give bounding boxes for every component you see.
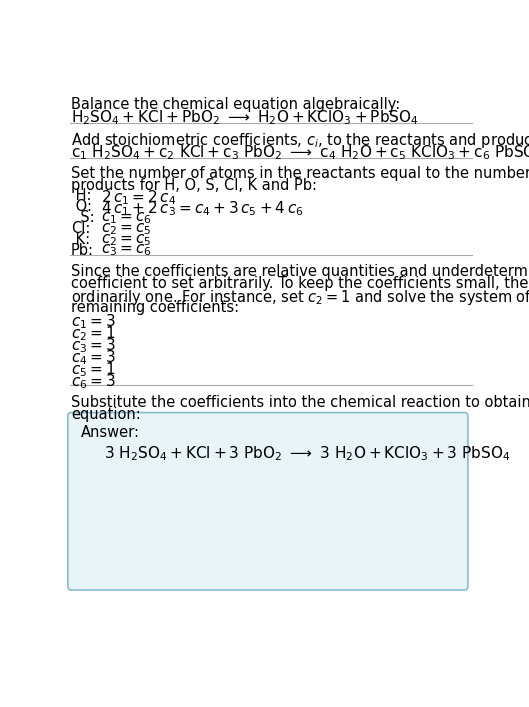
Text: $c_5 = 1$: $c_5 = 1$ xyxy=(71,361,116,379)
Text: $c_2 = 1$: $c_2 = 1$ xyxy=(71,325,116,343)
Text: $c_1 = c_6$: $c_1 = c_6$ xyxy=(101,210,152,226)
Text: S:: S: xyxy=(71,210,95,225)
Text: Set the number of atoms in the reactants equal to the number of atoms in the: Set the number of atoms in the reactants… xyxy=(71,167,529,182)
Text: $c_1 = 3$: $c_1 = 3$ xyxy=(71,312,116,331)
Text: K:: K: xyxy=(71,232,90,247)
Text: ordinarily one. For instance, set $c_2 = 1$ and solve the system of equations fo: ordinarily one. For instance, set $c_2 =… xyxy=(71,288,529,308)
Text: $c_6 = 3$: $c_6 = 3$ xyxy=(71,373,116,391)
Text: $\mathrm{3\ H_2SO_4 + KCl + 3\ PbO_2\ \longrightarrow\ 3\ H_2O + KClO_3 + 3\ PbS: $\mathrm{3\ H_2SO_4 + KCl + 3\ PbO_2\ \l… xyxy=(104,444,510,463)
Text: $c_4 = 3$: $c_4 = 3$ xyxy=(71,349,116,367)
Text: Add stoichiometric coefficients, $c_i$, to the reactants and products:: Add stoichiometric coefficients, $c_i$, … xyxy=(71,131,529,150)
Text: $\mathrm{H_2SO_4 + KCl + PbO_2\ \longrightarrow\ H_2O + KClO_3 + PbSO_4}$: $\mathrm{H_2SO_4 + KCl + PbO_2\ \longrig… xyxy=(71,108,419,127)
Text: $c_3 = 3$: $c_3 = 3$ xyxy=(71,337,116,355)
Text: Cl:: Cl: xyxy=(71,221,90,236)
FancyBboxPatch shape xyxy=(68,413,468,590)
Text: $c_2 = c_5$: $c_2 = c_5$ xyxy=(101,221,151,237)
Text: $2\,c_1 = 2\,c_4$: $2\,c_1 = 2\,c_4$ xyxy=(101,188,176,207)
Text: $\mathrm{c_1\ H_2SO_4 + c_2\ KCl + c_3\ PbO_2\ \longrightarrow\ c_4\ H_2O + c_5\: $\mathrm{c_1\ H_2SO_4 + c_2\ KCl + c_3\ … xyxy=(71,143,529,162)
Text: remaining coefficients:: remaining coefficients: xyxy=(71,300,239,315)
Text: $c_2 = c_5$: $c_2 = c_5$ xyxy=(101,232,151,247)
Text: O:: O: xyxy=(71,199,92,214)
Text: Answer:: Answer: xyxy=(81,425,140,440)
Text: H:: H: xyxy=(71,188,92,204)
Text: Since the coefficients are relative quantities and underdetermined, choose a: Since the coefficients are relative quan… xyxy=(71,264,529,279)
Text: Pb:: Pb: xyxy=(71,243,94,258)
Text: products for H, O, S, Cl, K and Pb:: products for H, O, S, Cl, K and Pb: xyxy=(71,178,317,194)
Text: $c_3 = c_6$: $c_3 = c_6$ xyxy=(101,243,152,259)
Text: equation:: equation: xyxy=(71,407,141,422)
Text: Substitute the coefficients into the chemical reaction to obtain the balanced: Substitute the coefficients into the che… xyxy=(71,395,529,410)
Text: coefficient to set arbitrarily. To keep the coefficients small, the arbitrary va: coefficient to set arbitrarily. To keep … xyxy=(71,276,529,291)
Text: $4\,c_1 + 2\,c_3 = c_4 + 3\,c_5 + 4\,c_6$: $4\,c_1 + 2\,c_3 = c_4 + 3\,c_5 + 4\,c_6… xyxy=(101,199,304,218)
Text: Balance the chemical equation algebraically:: Balance the chemical equation algebraica… xyxy=(71,97,400,112)
